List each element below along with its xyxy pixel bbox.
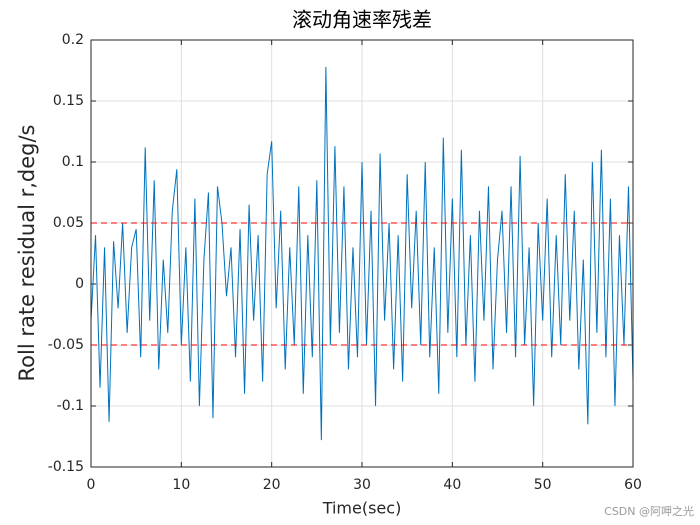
y-tick-label: 0.2 — [62, 32, 84, 48]
x-tick-label: 0 — [87, 477, 96, 493]
y-tick-label: 0 — [75, 276, 84, 292]
y-tick-label: 0.15 — [53, 93, 84, 109]
y-tick-label: -0.1 — [57, 398, 84, 414]
chart-title: 滚动角速率残差 — [292, 8, 432, 32]
x-tick-label: 50 — [534, 477, 552, 493]
x-tick-label: 40 — [443, 477, 461, 493]
x-tick-label: 10 — [172, 477, 190, 493]
x-axis-label: Time(sec) — [322, 499, 402, 518]
watermark: CSDN @阿呷之光 — [604, 504, 694, 518]
y-tick-label: -0.05 — [48, 337, 84, 353]
x-tick-label: 20 — [263, 477, 281, 493]
x-tick-label: 30 — [353, 477, 371, 493]
y-axis-label: Roll rate residual r,deg/s — [15, 125, 39, 382]
axes-box — [90, 39, 634, 468]
y-tick-label: -0.15 — [48, 459, 84, 475]
y-tick-label: 0.1 — [62, 154, 84, 170]
x-tick-label: 60 — [624, 477, 642, 493]
y-tick-label: 0.05 — [53, 215, 84, 231]
